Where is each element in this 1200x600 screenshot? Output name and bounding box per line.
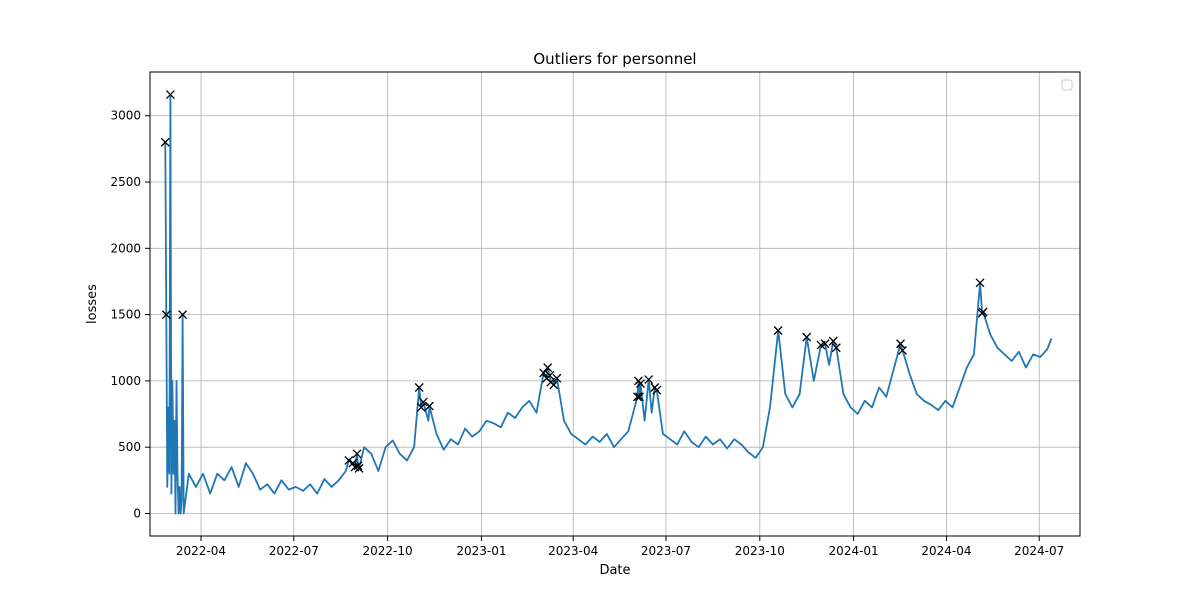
outlier-marker <box>773 326 783 335</box>
outlier-marker <box>549 380 559 390</box>
outlier-marker <box>178 310 188 320</box>
outlier-marker <box>353 461 363 471</box>
x-axis-label: Date <box>599 563 630 578</box>
y-tick-label: 2500 <box>110 175 141 189</box>
y-axis-label: losses <box>85 284 100 324</box>
x-tick-label: 2024-04 <box>921 544 971 558</box>
outlier-marker <box>352 449 362 459</box>
outlier-marker <box>975 278 985 288</box>
outlier-marker <box>831 343 841 353</box>
outlier-marker <box>543 363 553 373</box>
y-tick-label: 2000 <box>110 241 141 255</box>
y-tick-label: 1500 <box>110 308 141 322</box>
outlier-marker <box>424 401 434 411</box>
outlier-marker <box>539 368 549 378</box>
outlier-marker <box>416 402 426 412</box>
outlier-marker <box>978 307 988 317</box>
legend <box>1061 79 1073 91</box>
outlier-marker <box>820 339 830 349</box>
outlier-marker <box>552 373 562 383</box>
y-tick-label: 3000 <box>110 109 141 123</box>
y-tick-label: 0 <box>133 506 141 520</box>
grid <box>150 72 1080 536</box>
series-line <box>164 93 1053 515</box>
outlier-marker <box>896 339 905 349</box>
outlier-marker <box>418 397 428 407</box>
outlier-marker <box>652 385 662 395</box>
outlier-marker <box>802 332 812 342</box>
outlier-marker <box>354 463 364 473</box>
outlier-marker <box>414 383 424 392</box>
x-tick-label: 2024-07 <box>1014 544 1064 558</box>
chart-title: Outliers for personnel <box>533 50 696 68</box>
x-tick-label: 2022-04 <box>176 544 226 558</box>
x-tick-label: 2023-10 <box>735 544 785 558</box>
x-tick-label: 2023-07 <box>641 544 691 558</box>
outlier-marker <box>828 336 838 346</box>
outlier-marker <box>636 379 645 389</box>
outlier-marker <box>165 90 175 99</box>
plot-frame <box>149 71 1081 537</box>
x-tick-label: 2024-01 <box>829 544 879 558</box>
outlier-marker <box>161 310 171 320</box>
x-tick-label: 2022-10 <box>363 544 413 558</box>
y-tick-label: 500 <box>118 440 141 454</box>
outlier-marker <box>632 392 642 402</box>
outlier-marker <box>644 375 654 385</box>
outlier-marker <box>898 345 908 355</box>
x-tick-label: 2022-07 <box>269 544 319 558</box>
x-tick-label: 2023-01 <box>456 544 506 558</box>
plot-area <box>160 90 1053 515</box>
x-tick-label: 2023-04 <box>548 544 598 558</box>
y-tick-label: 1000 <box>110 374 141 388</box>
outlier-marker <box>160 137 170 147</box>
axis-ticks: 2022-04 2022-07 2022-10 2023-01 2023-04 2023-… <box>110 109 1064 558</box>
outlier-marker <box>635 392 644 402</box>
